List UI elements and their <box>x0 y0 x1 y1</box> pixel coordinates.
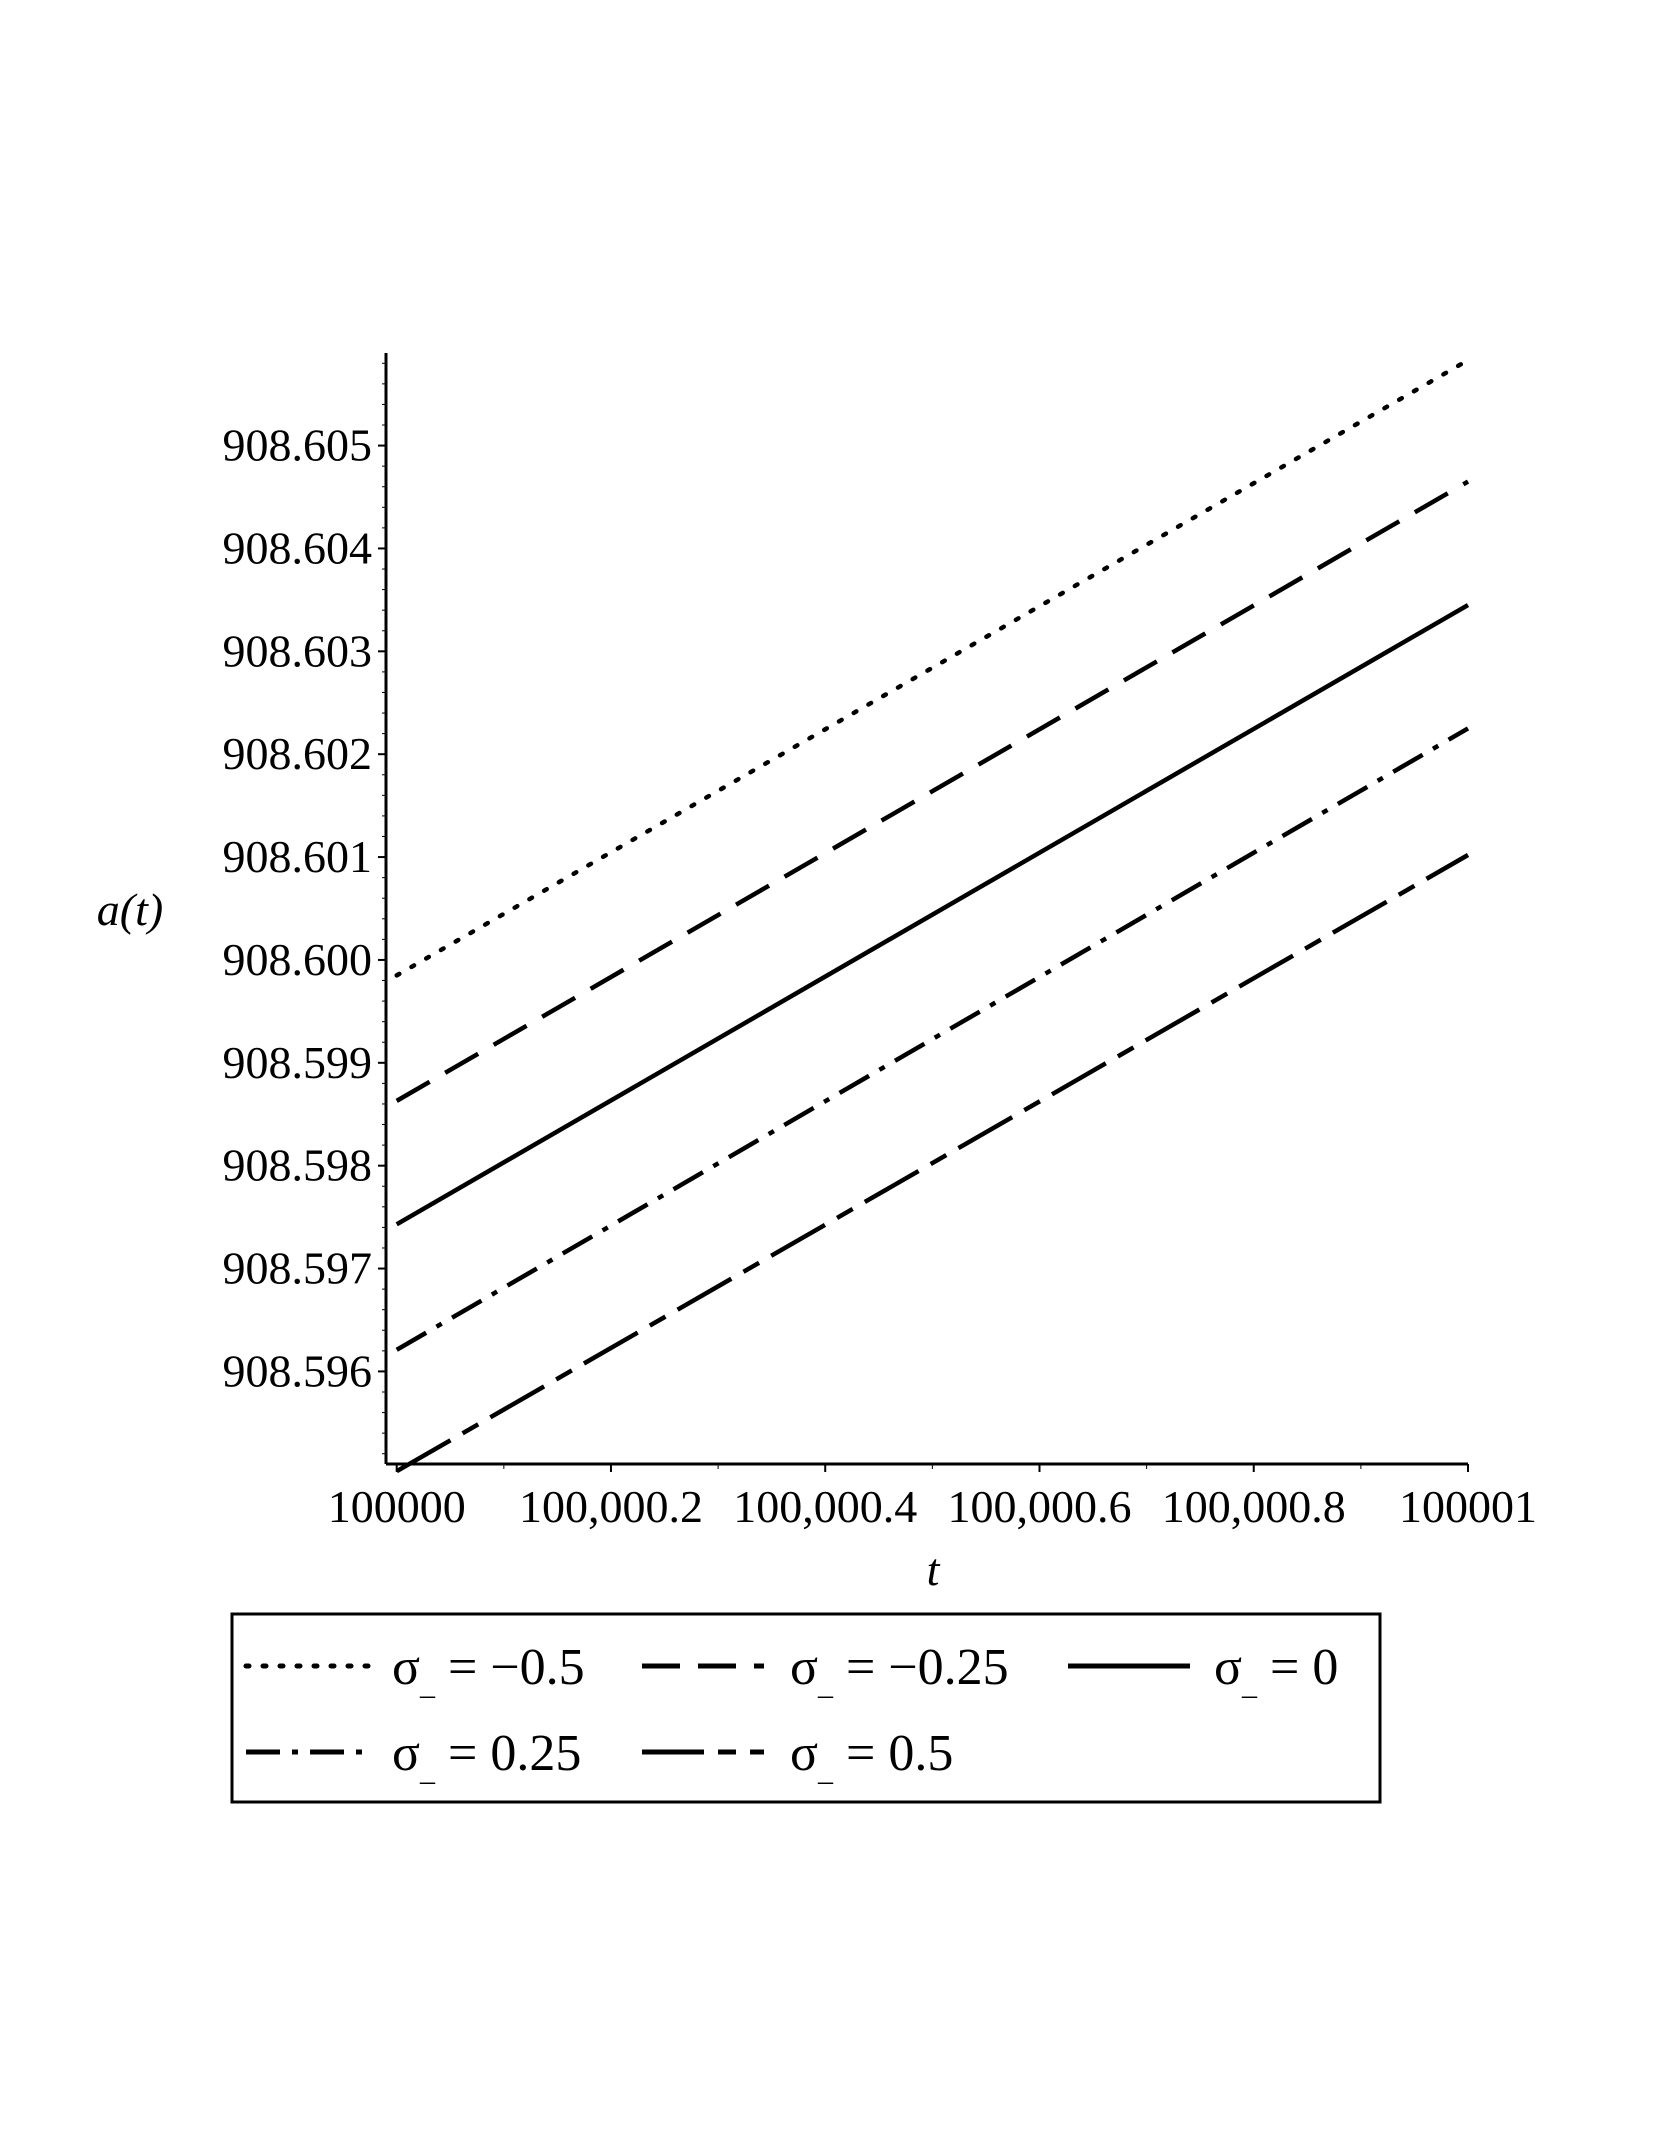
plot-area: 908.596 908.597 908.598 908.599 908.600 908.6… <box>223 353 1537 1532</box>
legend-box <box>230 1612 1382 1804</box>
y-tick-label: 908.599 <box>223 1037 373 1088</box>
legend-label: σ_ = 0.5 <box>790 1725 953 1787</box>
legend-label: σ_ = −0.25 <box>790 1639 1009 1701</box>
x-tick-label: 100,000.4 <box>733 1481 917 1532</box>
y-tick-label: 908.598 <box>223 1140 373 1191</box>
y-axis-label: a(t) <box>97 884 163 935</box>
x-tick-label: 100,000.2 <box>519 1481 703 1532</box>
y-tick-label: 908.605 <box>223 420 373 471</box>
x-axis-label: t <box>927 1544 941 1595</box>
y-tick-label: 908.601 <box>223 831 373 882</box>
legend: σ_ = −0.5 σ_ = −0.25 σ_ = 0 σ_ = 0.25 σ_ = 0… <box>230 1612 1382 1804</box>
legend-label: σ_ = 0 <box>1214 1639 1338 1701</box>
y-tick-label: 908.602 <box>223 728 373 779</box>
series-line-2 <box>395 479 1470 1103</box>
series-line-1 <box>394 357 1471 978</box>
y-tick-label: 908.600 <box>223 934 373 985</box>
series-line-4 <box>395 726 1470 1352</box>
series-line-3 <box>395 603 1470 1227</box>
y-tick-label: 908.597 <box>223 1243 373 1294</box>
y-tick-label: 908.596 <box>223 1345 373 1396</box>
y-tick-label: 908.603 <box>223 625 373 676</box>
x-tick-label: 100001 <box>1399 1481 1537 1532</box>
legend-label: σ_ = 0.25 <box>392 1725 581 1787</box>
series-line-5 <box>395 853 1470 1474</box>
legend-items: σ_ = −0.5 σ_ = −0.25 σ_ = 0 σ_ = 0.25 σ_ = 0… <box>243 1639 1338 1787</box>
y-tick-label: 908.604 <box>223 522 373 573</box>
legend-label: σ_ = −0.5 <box>392 1639 585 1701</box>
x-tick-label: 100000 <box>328 1481 466 1532</box>
x-tick-label: 100,000.6 <box>947 1481 1131 1532</box>
x-axis-ticks: 100000 100,000.2 100,000.4 100,000.6 100,000… <box>328 1464 1537 1532</box>
x-tick-label: 100,000.8 <box>1162 1481 1346 1532</box>
series-lines <box>394 357 1471 1474</box>
y-axis-ticks: 908.596 908.597 908.598 908.599 908.600 908.6… <box>223 362 386 1455</box>
